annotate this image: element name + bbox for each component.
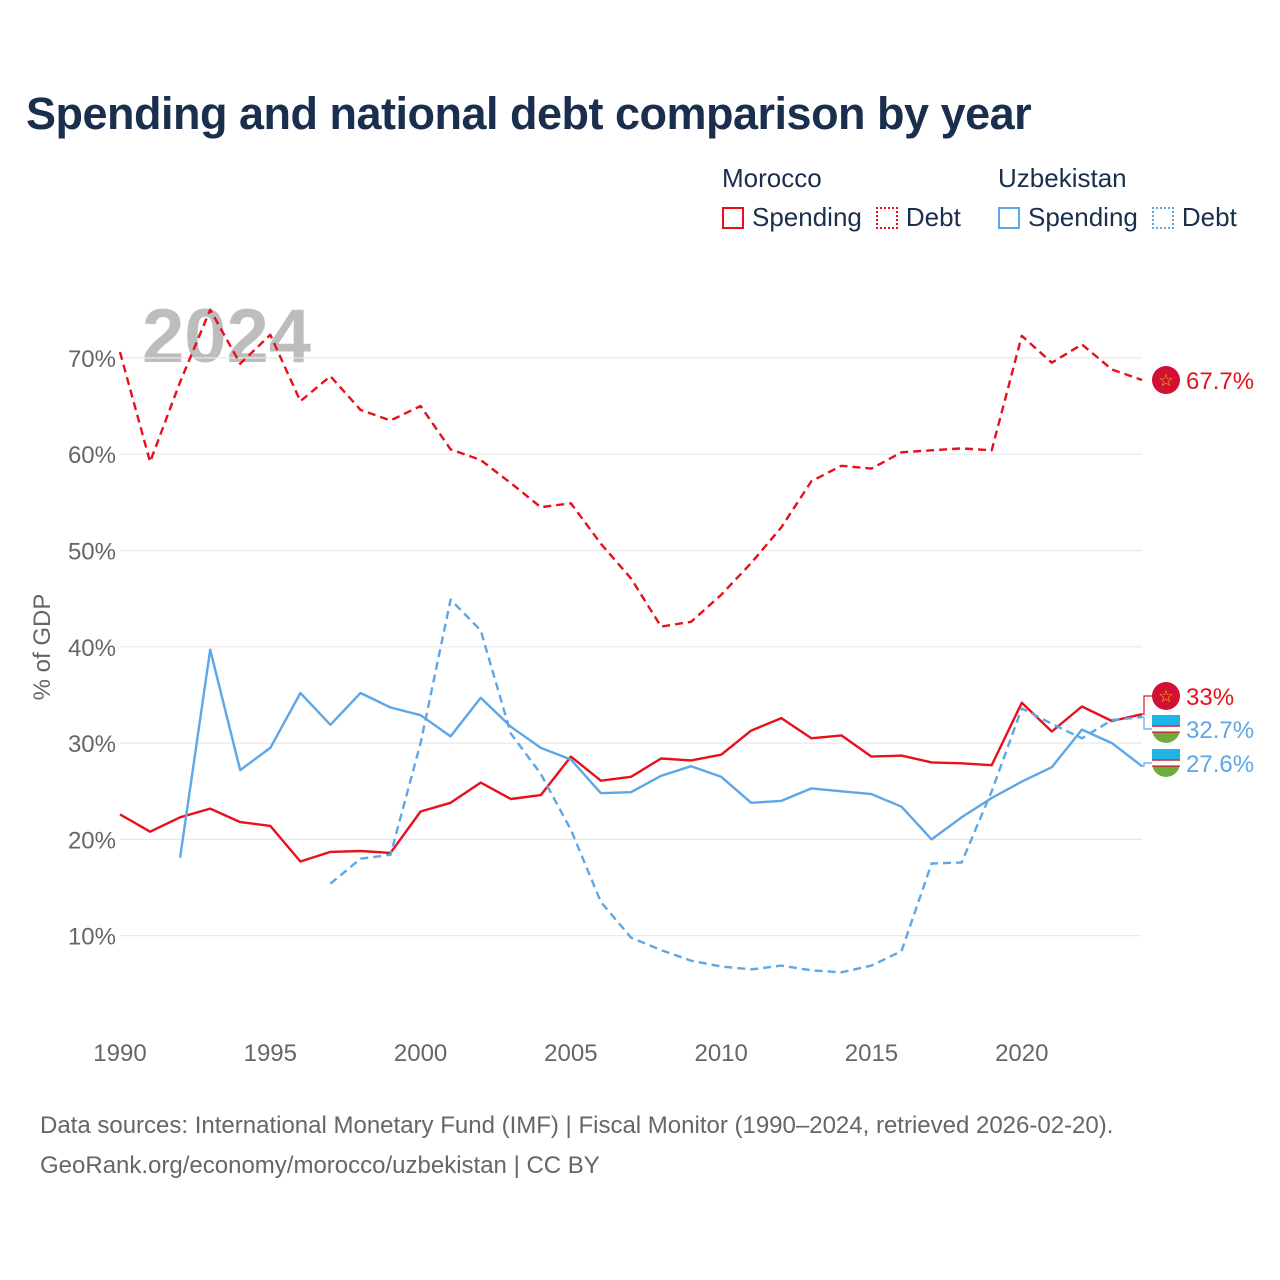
x-tick-label: 1995 (244, 1040, 297, 1067)
legend-group-uzbekistan: Uzbekistan Spending Debt (998, 160, 1251, 233)
end-value-label-morocco-debt: 67.7% (1186, 368, 1254, 395)
star-icon: ☆ (1158, 371, 1173, 391)
flag-stripe-red (1152, 759, 1180, 761)
series-line-morocco-spending (119, 701, 1143, 863)
x-tick-label: 2005 (544, 1040, 597, 1067)
x-tick-label: 2020 (995, 1040, 1048, 1067)
end-value-label-uzbekistan-spending: 27.6% (1186, 751, 1254, 778)
source-line-2[interactable]: GeoRank.org/economy/morocco/uzbekistan |… (40, 1152, 600, 1179)
legend-item-uzbekistan-debt[interactable]: Debt (1151, 202, 1237, 233)
series-line-morocco-debt (118, 308, 1143, 628)
legend-label: Debt (905, 202, 961, 232)
chart-title: Spending and national debt comparison by… (26, 88, 1032, 139)
star-icon: ☆ (1158, 687, 1173, 707)
morocco-flag-icon (1152, 682, 1180, 710)
series-line-uzbekistan-spending (178, 648, 1143, 858)
legend-swatch-dotted (875, 206, 898, 229)
legend-label: Debt (1181, 202, 1237, 232)
source-note: Data sources: International Monetary Fun… (40, 1106, 1113, 1186)
x-tick-label: 1990 (93, 1040, 146, 1067)
legend-item-morocco-debt[interactable]: Debt (875, 202, 961, 233)
x-tick-label: 2010 (694, 1040, 747, 1067)
legend-group-morocco: Morocco Spending Debt (722, 160, 975, 233)
y-tick-label: 20% (68, 827, 116, 854)
legend-country-morocco: Morocco (722, 163, 822, 193)
end-value-label-uzbekistan-debt: 32.7% (1186, 717, 1254, 744)
flag-stripe-red (1152, 765, 1180, 767)
legend-item-uzbekistan-spending[interactable]: Spending (998, 202, 1138, 233)
end-connector-uzbekistan-spending (1142, 762, 1152, 767)
y-axis-label: % of GDP (29, 594, 56, 701)
flag-stripe-white (1152, 726, 1180, 732)
x-tick-label: 2000 (394, 1040, 447, 1067)
legend-swatch-dotted (1151, 206, 1174, 229)
x-tick-label: 2015 (845, 1040, 898, 1067)
legend-swatch-solid (722, 206, 744, 229)
flag-stripe-red (1152, 725, 1180, 727)
flag-stripe-red (1152, 731, 1180, 733)
legend-label: Spending (1028, 202, 1138, 232)
y-tick-label: 50% (68, 539, 116, 566)
y-tick-label: 10% (68, 924, 116, 951)
legend-item-morocco-spending[interactable]: Spending (722, 202, 862, 233)
y-tick-label: 60% (68, 442, 116, 469)
end-connector-morocco-spending (1142, 695, 1152, 715)
flag-stripe-white (1152, 760, 1180, 766)
legend-country-uzbekistan: Uzbekistan (998, 163, 1127, 193)
legend-swatch-solid (998, 206, 1020, 229)
y-tick-label: 40% (68, 635, 116, 662)
morocco-flag-icon (1152, 366, 1180, 395)
end-value-label-morocco-spending: 33% (1186, 684, 1234, 711)
series-line-uzbekistan-debt (329, 598, 1143, 974)
flag-stripe-blue (1152, 715, 1180, 726)
source-line-1: Data sources: International Monetary Fun… (40, 1112, 1114, 1139)
flag-stripe-blue (1152, 749, 1180, 760)
year-watermark: 2024 (142, 294, 311, 379)
end-connector-uzbekistan-debt (1142, 716, 1152, 730)
legend-label: Spending (752, 202, 862, 232)
y-tick-label: 70% (68, 346, 116, 373)
y-tick-label: 30% (68, 731, 116, 758)
